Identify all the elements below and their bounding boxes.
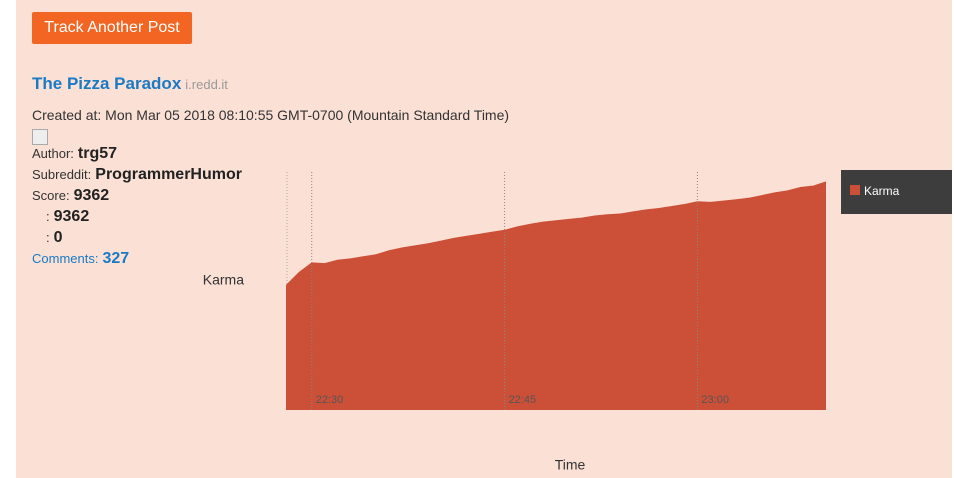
track-button[interactable]: Track Another Post: [32, 12, 192, 44]
score-row: Score: 9362: [32, 187, 109, 205]
x-axis-label: Time: [555, 457, 586, 473]
y-axis-label: Karma: [203, 272, 244, 288]
label: Subreddit:: [32, 167, 92, 182]
upvotes-row: :9362: [46, 208, 89, 226]
area: [286, 181, 826, 410]
post-domain: i.redd.it: [185, 77, 228, 92]
label: :: [46, 230, 50, 245]
created-at: Created at: Mon Mar 05 2018 08:10:55 GMT…: [32, 107, 510, 123]
subreddit-row: Subreddit: ProgrammerHumor: [32, 166, 242, 184]
x-tick-label: 22:45: [509, 394, 537, 406]
label: Score:: [32, 188, 70, 203]
label: Author:: [32, 146, 74, 161]
downvotes: 0: [53, 229, 63, 246]
subreddit: ProgrammerHumor: [95, 166, 242, 183]
upvotes: 9362: [53, 208, 90, 225]
author-row: Author: trg57: [32, 145, 117, 163]
legend-label: Karma: [864, 184, 900, 198]
legend-swatch: [850, 185, 860, 195]
broken-image: [32, 129, 48, 145]
label: :: [46, 209, 50, 224]
post-title[interactable]: The Pizza Paradox i.redd.it: [32, 74, 228, 94]
downvotes-row: :0: [46, 229, 63, 247]
score: 9362: [73, 187, 110, 204]
post-title-text[interactable]: The Pizza Paradox: [32, 74, 182, 93]
legend: Karma: [841, 170, 952, 214]
x-tick-label: 23:00: [701, 394, 729, 406]
comments-row[interactable]: Comments: 327: [32, 250, 129, 268]
x-tick-label: 22:30: [316, 394, 344, 406]
author: trg57: [77, 145, 118, 162]
comments[interactable]: 327: [102, 250, 130, 267]
label[interactable]: Comments:: [32, 251, 99, 266]
